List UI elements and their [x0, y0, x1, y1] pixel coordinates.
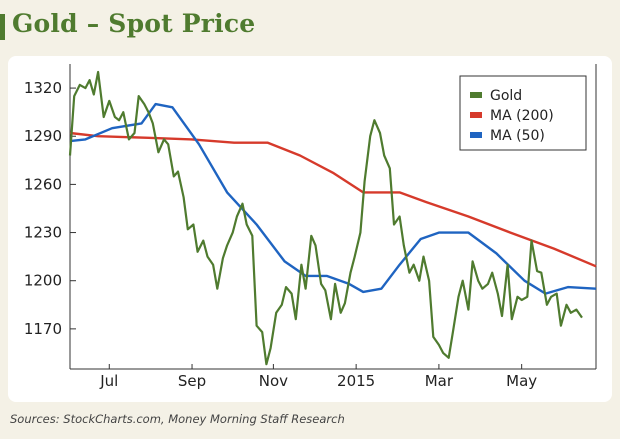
- legend: Gold MA (200) MA (50): [459, 75, 587, 151]
- legend-swatch-gold: [470, 92, 482, 98]
- chart-title: Gold – Spot Price: [12, 9, 256, 38]
- x-tick-label: Jul: [99, 372, 118, 390]
- legend-swatch-ma-50: [470, 132, 482, 138]
- y-tick-label: 1230: [24, 224, 62, 242]
- legend-swatch-ma-200: [470, 112, 482, 118]
- series-group: [68, 70, 597, 366]
- series-line-ma-50: [69, 102, 597, 295]
- x-tick-label: Nov: [259, 372, 288, 390]
- x-tick-label: Sep: [178, 372, 206, 390]
- title-accent-bar: [0, 14, 5, 40]
- y-tick-label: 1170: [24, 320, 62, 338]
- legend-label-ma-200: MA (200): [490, 108, 554, 124]
- title-bar: Gold – Spot Price: [0, 0, 620, 58]
- y-tick-label: 1320: [24, 79, 62, 97]
- series-line-gold: [68, 70, 583, 366]
- legend-label-gold: Gold: [490, 88, 522, 104]
- series-line-ma-200: [69, 131, 597, 268]
- legend-label-ma-50: MA (50): [490, 128, 545, 144]
- y-tick-label: 1290: [24, 127, 62, 145]
- x-tick-label: Mar: [425, 372, 454, 390]
- chart-svg: 1170 1200 1230 1260 1290 1320 Jul Sep Nov 2015 Mar…: [24, 64, 597, 390]
- source-note: Sources: StockCharts.com, Money Morning …: [10, 412, 345, 426]
- y-tick-label: 1260: [24, 175, 62, 193]
- x-tick-label: May: [506, 372, 537, 390]
- chart-panel: 1170 1200 1230 1260 1290 1320 Jul Sep Nov 2015 Mar…: [8, 56, 612, 402]
- axes: 1170 1200 1230 1260 1290 1320 Jul Sep Nov 2015 Mar…: [24, 64, 597, 390]
- x-tick-label: 2015: [337, 372, 375, 390]
- y-tick-label: 1200: [24, 272, 62, 290]
